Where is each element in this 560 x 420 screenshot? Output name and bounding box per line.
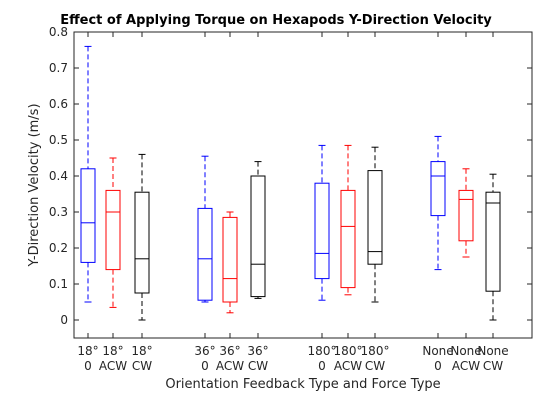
x-tick-label-line2: ACW (334, 359, 362, 373)
x-tick-label-line2: ACW (452, 359, 480, 373)
box-iqr (485, 191, 501, 292)
y-tick-label: 0.6 (49, 97, 68, 111)
box-36°-ACW (222, 211, 238, 314)
box-iqr (250, 175, 266, 298)
x-tick-label-line1: 180° (334, 344, 363, 358)
x-axis-label: Orientation Feedback Type and Force Type (165, 377, 440, 392)
x-tick-label-line1: 18° (77, 344, 98, 358)
x-tick-label-line1: 180° (361, 344, 390, 358)
box-None-ACW (458, 168, 474, 258)
x-tick-label-line1: None (422, 344, 453, 358)
boxes (80, 45, 501, 321)
x-tick-label-line1: None (450, 344, 481, 358)
box-iqr (197, 207, 213, 301)
box-iqr (458, 189, 474, 242)
x-tick-label-line1: 36° (247, 344, 268, 358)
y-axis: 0 0.1 0.2 0.3 0.4 0.5 0.6 0.7 0.8 (49, 25, 532, 327)
y-tick-label: 0.3 (49, 205, 68, 219)
x-tick-label-line1: None (477, 344, 508, 358)
x-tick-label-line2: ACW (216, 359, 244, 373)
x-tick-label-line1: 36° (194, 344, 215, 358)
plot-frame (73, 31, 533, 339)
box-iqr (340, 189, 356, 289)
x-tick-label-line2: ACW (99, 359, 127, 373)
box-18°-0 (80, 45, 96, 303)
box-18°-ACW (105, 157, 121, 308)
x-tick-label-line1: 18° (102, 344, 123, 358)
x-tick-label-line2: CW (483, 359, 503, 373)
chart-title: Effect of Applying Torque on Hexapods Y-… (60, 13, 492, 28)
x-tick-label-line1: 36° (219, 344, 240, 358)
y-axis-label: Y-Direction Velocity (m/s) (27, 103, 42, 267)
y-tick-label: 0.2 (49, 241, 68, 255)
x-tick-label-line1: 180° (308, 344, 337, 358)
box-None-CW (485, 173, 501, 321)
y-tick-label: 0.1 (49, 277, 68, 291)
y-tick-label: 0 (60, 313, 68, 327)
box-36°-CW (250, 161, 266, 299)
plot-area (73, 31, 533, 339)
y-tick-label: 0.7 (49, 61, 68, 75)
box-iqr (134, 191, 150, 294)
x-tick-label-line2: 0 (318, 359, 326, 373)
box-iqr (314, 182, 330, 280)
y-tick-label: 0.4 (49, 169, 68, 183)
x-tick-label-line2: 0 (201, 359, 209, 373)
box-iqr (222, 216, 238, 303)
box-None-0 (430, 135, 446, 271)
x-tick-label-line2: 0 (434, 359, 442, 373)
y-tick-label: 0.5 (49, 133, 68, 147)
box-18°-CW (134, 153, 150, 321)
x-tick-label-line2: CW (248, 359, 268, 373)
box-iqr (105, 189, 121, 271)
box-iqr (430, 161, 446, 217)
y-tick-label: 0.8 (49, 25, 68, 39)
x-axis: 18°018°ACW18°CW36°036°ACW36°CW180°0180°A… (77, 32, 509, 373)
box-iqr (367, 170, 383, 265)
box-iqr (80, 168, 96, 263)
box-180°-ACW (340, 144, 356, 296)
box-180°-CW (367, 146, 383, 303)
box-36°-0 (197, 155, 213, 303)
box-180°-0 (314, 144, 330, 301)
x-tick-label-line2: CW (132, 359, 152, 373)
x-tick-label-line2: CW (365, 359, 385, 373)
x-tick-label-line2: 0 (84, 359, 92, 373)
x-tick-label-line1: 18° (131, 344, 152, 358)
